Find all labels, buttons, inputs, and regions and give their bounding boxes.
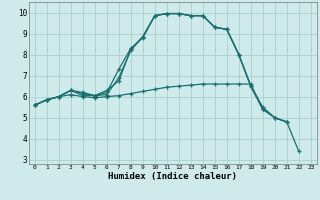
X-axis label: Humidex (Indice chaleur): Humidex (Indice chaleur) bbox=[108, 172, 237, 181]
